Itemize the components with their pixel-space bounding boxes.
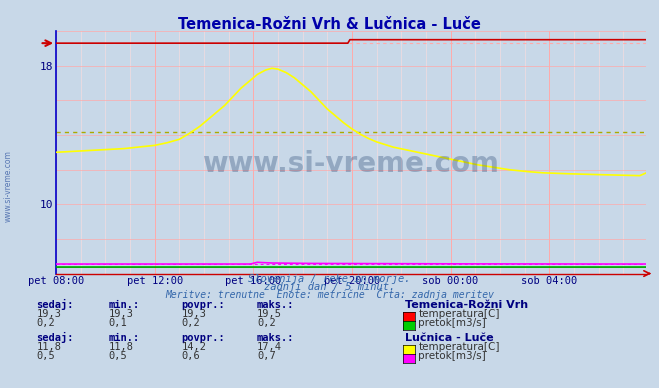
Text: 0,5: 0,5 <box>109 351 127 361</box>
Text: 19,3: 19,3 <box>181 309 206 319</box>
Text: maks.:: maks.: <box>257 300 295 310</box>
Text: temperatura[C]: temperatura[C] <box>418 342 500 352</box>
Text: www.si-vreme.com: www.si-vreme.com <box>202 151 500 178</box>
Text: 11,8: 11,8 <box>109 342 134 352</box>
Text: maks.:: maks.: <box>257 333 295 343</box>
Text: Temenica-Rožni Vrh & Lučnica - Luče: Temenica-Rožni Vrh & Lučnica - Luče <box>178 17 481 33</box>
Text: 19,5: 19,5 <box>257 309 282 319</box>
Text: Meritve: trenutne  Enote: metrične  Črta: zadnja meritev: Meritve: trenutne Enote: metrične Črta: … <box>165 288 494 300</box>
Text: Lučnica - Luče: Lučnica - Luče <box>405 333 494 343</box>
Text: 11,8: 11,8 <box>36 342 61 352</box>
Text: 0,2: 0,2 <box>181 318 200 328</box>
Text: 0,7: 0,7 <box>257 351 275 361</box>
Text: povpr.:: povpr.: <box>181 300 225 310</box>
Text: www.si-vreme.com: www.si-vreme.com <box>3 150 13 222</box>
Text: 0,2: 0,2 <box>36 318 55 328</box>
Text: 14,2: 14,2 <box>181 342 206 352</box>
Text: Slovenija / reke in morje.: Slovenija / reke in morje. <box>248 274 411 284</box>
Text: min.:: min.: <box>109 333 140 343</box>
Text: 17,4: 17,4 <box>257 342 282 352</box>
Text: zadnji dan / 5 minut.: zadnji dan / 5 minut. <box>264 282 395 292</box>
Text: 19,3: 19,3 <box>36 309 61 319</box>
Text: 19,3: 19,3 <box>109 309 134 319</box>
Text: sedaj:: sedaj: <box>36 333 74 343</box>
Text: pretok[m3/s]: pretok[m3/s] <box>418 318 486 328</box>
Text: sedaj:: sedaj: <box>36 300 74 310</box>
Text: min.:: min.: <box>109 300 140 310</box>
Text: Temenica-Rožni Vrh: Temenica-Rožni Vrh <box>405 300 529 310</box>
Text: 0,6: 0,6 <box>181 351 200 361</box>
Text: pretok[m3/s]: pretok[m3/s] <box>418 351 486 361</box>
Text: 0,2: 0,2 <box>257 318 275 328</box>
Text: 0,1: 0,1 <box>109 318 127 328</box>
Text: 0,5: 0,5 <box>36 351 55 361</box>
Text: temperatura[C]: temperatura[C] <box>418 309 500 319</box>
Text: povpr.:: povpr.: <box>181 333 225 343</box>
